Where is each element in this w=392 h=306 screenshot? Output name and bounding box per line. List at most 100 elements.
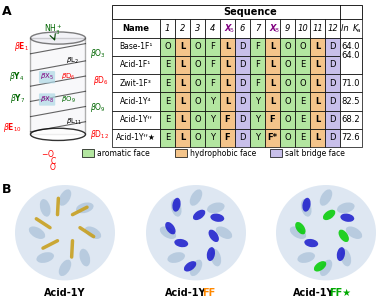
Text: Y: Y bbox=[255, 97, 260, 106]
Text: L: L bbox=[180, 97, 185, 106]
Bar bbox=[310, 19, 325, 38]
Text: D: D bbox=[239, 79, 246, 88]
Bar bbox=[250, 19, 265, 38]
Bar bbox=[220, 92, 235, 110]
Bar bbox=[160, 38, 175, 56]
Text: L: L bbox=[225, 79, 230, 88]
Text: $\beta$D$_6$: $\beta$D$_6$ bbox=[93, 74, 109, 87]
Text: E: E bbox=[165, 97, 170, 106]
Text: $\beta$D$_6$: $\beta$D$_6$ bbox=[61, 72, 76, 82]
Bar bbox=[190, 110, 205, 129]
Bar bbox=[160, 74, 175, 92]
Text: A: A bbox=[2, 5, 12, 18]
Bar bbox=[340, 92, 362, 110]
Text: L: L bbox=[315, 97, 320, 106]
Text: $\beta$Y$_4$: $\beta$Y$_4$ bbox=[9, 70, 25, 83]
Text: O: O bbox=[194, 115, 201, 124]
Text: L: L bbox=[225, 42, 230, 51]
Bar bbox=[280, 56, 295, 74]
Text: Y: Y bbox=[255, 133, 260, 142]
Bar bbox=[160, 19, 175, 38]
Bar bbox=[190, 38, 205, 56]
Ellipse shape bbox=[340, 249, 351, 267]
Ellipse shape bbox=[76, 203, 94, 213]
Text: L: L bbox=[180, 133, 185, 142]
Text: O: O bbox=[284, 97, 291, 106]
Bar bbox=[175, 129, 190, 147]
Text: 5: 5 bbox=[229, 28, 233, 33]
Text: $\beta$X$_5$: $\beta$X$_5$ bbox=[40, 72, 54, 82]
Text: O: O bbox=[299, 79, 306, 88]
Text: L: L bbox=[180, 79, 185, 88]
Text: Acid-1Y: Acid-1Y bbox=[44, 288, 86, 298]
Text: a: a bbox=[356, 28, 360, 33]
Text: D: D bbox=[239, 133, 246, 142]
Ellipse shape bbox=[323, 210, 335, 220]
Text: O: O bbox=[194, 79, 201, 88]
Text: F: F bbox=[255, 79, 260, 88]
Bar bbox=[250, 74, 265, 92]
Bar bbox=[235, 129, 250, 147]
Bar bbox=[235, 92, 250, 110]
Text: X: X bbox=[269, 24, 276, 33]
Bar bbox=[310, 92, 325, 110]
Bar bbox=[112, 56, 160, 74]
Text: $-$O: $-$O bbox=[41, 148, 55, 159]
Ellipse shape bbox=[209, 230, 219, 242]
Bar bbox=[205, 92, 220, 110]
Text: B: B bbox=[2, 182, 11, 196]
Bar bbox=[340, 74, 362, 92]
Text: Y: Y bbox=[210, 97, 215, 106]
Bar bbox=[310, 110, 325, 129]
Bar bbox=[340, 110, 362, 129]
Text: L: L bbox=[270, 42, 275, 51]
Ellipse shape bbox=[337, 203, 355, 213]
Bar bbox=[265, 19, 280, 38]
Bar bbox=[175, 38, 190, 56]
Text: 82.5: 82.5 bbox=[342, 97, 360, 106]
Text: L: L bbox=[225, 60, 230, 69]
Bar bbox=[205, 56, 220, 74]
Ellipse shape bbox=[80, 249, 90, 267]
Ellipse shape bbox=[31, 32, 85, 44]
Text: 72.6: 72.6 bbox=[342, 133, 360, 142]
Text: E: E bbox=[165, 133, 170, 142]
Text: Acid-1Y⁴: Acid-1Y⁴ bbox=[120, 97, 152, 106]
Bar bbox=[220, 38, 235, 56]
Ellipse shape bbox=[295, 222, 306, 234]
Ellipse shape bbox=[174, 239, 188, 247]
Text: Y: Y bbox=[255, 115, 260, 124]
Text: 3: 3 bbox=[195, 24, 200, 33]
Bar bbox=[205, 38, 220, 56]
Text: D: D bbox=[329, 133, 336, 142]
Text: 6: 6 bbox=[240, 24, 245, 33]
Ellipse shape bbox=[320, 259, 332, 276]
Text: E: E bbox=[165, 79, 170, 88]
Text: Acid-1F¹: Acid-1F¹ bbox=[120, 60, 152, 69]
Bar bbox=[112, 92, 160, 110]
Text: O: O bbox=[194, 97, 201, 106]
Text: Y: Y bbox=[210, 115, 215, 124]
Text: Name: Name bbox=[122, 24, 149, 33]
Text: $\beta$L$_2$: $\beta$L$_2$ bbox=[66, 56, 79, 66]
Bar bbox=[325, 19, 340, 38]
Ellipse shape bbox=[304, 239, 318, 247]
Bar bbox=[280, 110, 295, 129]
Ellipse shape bbox=[190, 259, 202, 276]
Text: D: D bbox=[239, 42, 246, 51]
Text: FF: FF bbox=[202, 288, 216, 298]
Bar bbox=[190, 92, 205, 110]
Text: salt bridge face: salt bridge face bbox=[285, 149, 345, 158]
Bar bbox=[265, 38, 280, 56]
Text: 4: 4 bbox=[210, 24, 215, 33]
Text: Y: Y bbox=[210, 133, 215, 142]
Text: hydrophobic face: hydrophobic face bbox=[190, 149, 256, 158]
Bar bbox=[112, 110, 160, 129]
Text: L: L bbox=[315, 42, 320, 51]
Bar bbox=[190, 74, 205, 92]
Text: 68.2: 68.2 bbox=[342, 115, 360, 124]
Bar bbox=[190, 19, 205, 38]
Bar bbox=[235, 19, 250, 38]
Text: 9: 9 bbox=[285, 24, 290, 33]
Text: F: F bbox=[270, 115, 275, 124]
